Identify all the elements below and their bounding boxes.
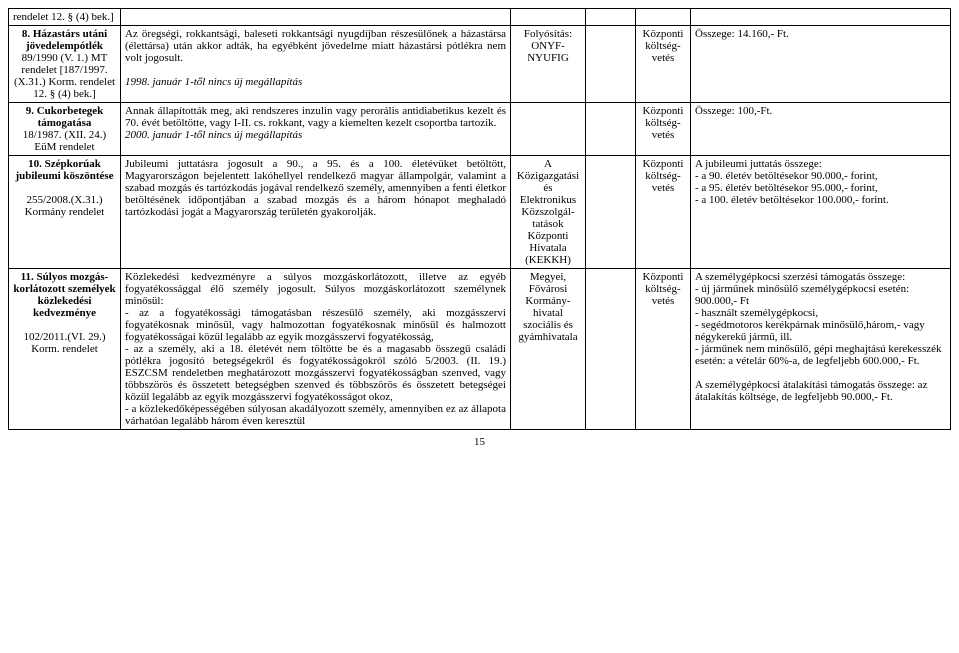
amt-lead: A személygépkocsi szerzési támogatás öss… [695, 271, 905, 283]
amt-l2: - a 95. életév betöltésekor 95.000,- for… [695, 182, 878, 194]
table-row: 11. Súlyos mozgás-korlátozott személyek … [9, 269, 951, 430]
org-b: ONYF-NYUFIG [527, 40, 569, 64]
cell-org: Folyósítás: ONYF-NYUFIG [511, 26, 586, 103]
amt-l1: - új járműnek minősülő személygépkocsi e… [695, 283, 909, 307]
cell-amount: A személygépkocsi szerzési támogatás öss… [691, 269, 951, 430]
table-row: 8. Házastárs utáni jövedelempótlék 89/19… [9, 26, 951, 103]
cell [586, 9, 636, 26]
row-ref: 18/1987. (XII. 24.) EüM rendelet [23, 129, 106, 153]
amt-lead: A jubileumi juttatás összege: [695, 158, 822, 170]
amt-l4: - járműnek nem minősülő, gépi meghajtású… [695, 343, 942, 367]
desc-note: 1998. január 1-től nincs új megállapítás [125, 76, 302, 88]
row-ref: 89/1990 (V. 1.) MT rendelet [187/1997. (… [14, 52, 115, 100]
desc-note: 2000. január 1-től nincs új megállapítás [125, 129, 302, 141]
cell-desc: Jubileumi juttatásra jogosult a 90., a 9… [121, 156, 511, 269]
amt-tail: A személygépkocsi átalakítási támogatás … [695, 379, 927, 403]
cell-title: 10. Szépkorúak jubileumi köszöntése 255/… [9, 156, 121, 269]
table-row: 9. Cukorbetegek támogatása 18/1987. (XII… [9, 103, 951, 156]
cell [121, 9, 511, 26]
cell [586, 103, 636, 156]
cell-budget: Központi költség-vetés [636, 156, 691, 269]
row-title: 9. Cukorbetegek támogatása [26, 105, 104, 129]
row-title: 11. Súlyos mozgás-korlátozott személyek … [13, 271, 115, 319]
cell-desc: Annak állapították meg, aki rendszeres i… [121, 103, 511, 156]
amt-l1: - a 90. életév betöltésekor 90.000,- for… [695, 170, 878, 182]
amt-l3: - a 100. életév betöltésekor 100.000,- f… [695, 194, 889, 206]
cell [636, 9, 691, 26]
row-ref: 102/2011.(VI. 29.) Korm. rendelet [23, 331, 105, 355]
cell-title: 9. Cukorbetegek támogatása 18/1987. (XII… [9, 103, 121, 156]
cell-budget: Központi költség-vetés [636, 103, 691, 156]
cell-org: Megyei, Fővárosi Kormány-hivatal szociál… [511, 269, 586, 430]
row-title: 10. Szépkorúak jubileumi köszöntése [15, 158, 113, 182]
row-ref: 255/2008.(X.31.) Kormány rendelet [25, 194, 105, 218]
cell-amount: Összege: 100,-Ft. [691, 103, 951, 156]
desc-text: Annak állapították meg, aki rendszeres i… [125, 105, 506, 129]
cell-desc: Az öregségi, rokkantsági, baleseti rokka… [121, 26, 511, 103]
cell-amount: Összege: 14.160,- Ft. [691, 26, 951, 103]
cell [511, 103, 586, 156]
page-number: 15 [8, 436, 951, 448]
amt-l3: - segédmotoros kerékpárnak minősülő,háro… [695, 319, 925, 343]
row-title: 8. Házastárs utáni jövedelempótlék [22, 28, 107, 52]
cell [691, 9, 951, 26]
cell-title: 11. Súlyos mozgás-korlátozott személyek … [9, 269, 121, 430]
cell-amount: A jubileumi juttatás összege: - a 90. él… [691, 156, 951, 269]
cell [511, 9, 586, 26]
cell-budget: Központi költség-vetés [636, 26, 691, 103]
cell-title: 8. Házastárs utáni jövedelempótlék 89/19… [9, 26, 121, 103]
cell [586, 156, 636, 269]
table-row: rendelet 12. § (4) bek.] [9, 9, 951, 26]
org-a: Folyósítás: [524, 28, 572, 40]
cell-budget: Központi költség-vetés [636, 269, 691, 430]
cell [586, 269, 636, 430]
amt-l2: - használt személygépkocsi, [695, 307, 818, 319]
cell [586, 26, 636, 103]
table-row: 10. Szépkorúak jubileumi köszöntése 255/… [9, 156, 951, 269]
regulation-table: rendelet 12. § (4) bek.] 8. Házastárs ut… [8, 8, 951, 430]
desc-text: Az öregségi, rokkantsági, baleseti rokka… [125, 28, 506, 64]
cell-org: A Közigazgatási és Elektronikus Közszolg… [511, 156, 586, 269]
cell-title: rendelet 12. § (4) bek.] [9, 9, 121, 26]
cell-desc: Közlekedési kedvezményre a súlyos mozgás… [121, 269, 511, 430]
